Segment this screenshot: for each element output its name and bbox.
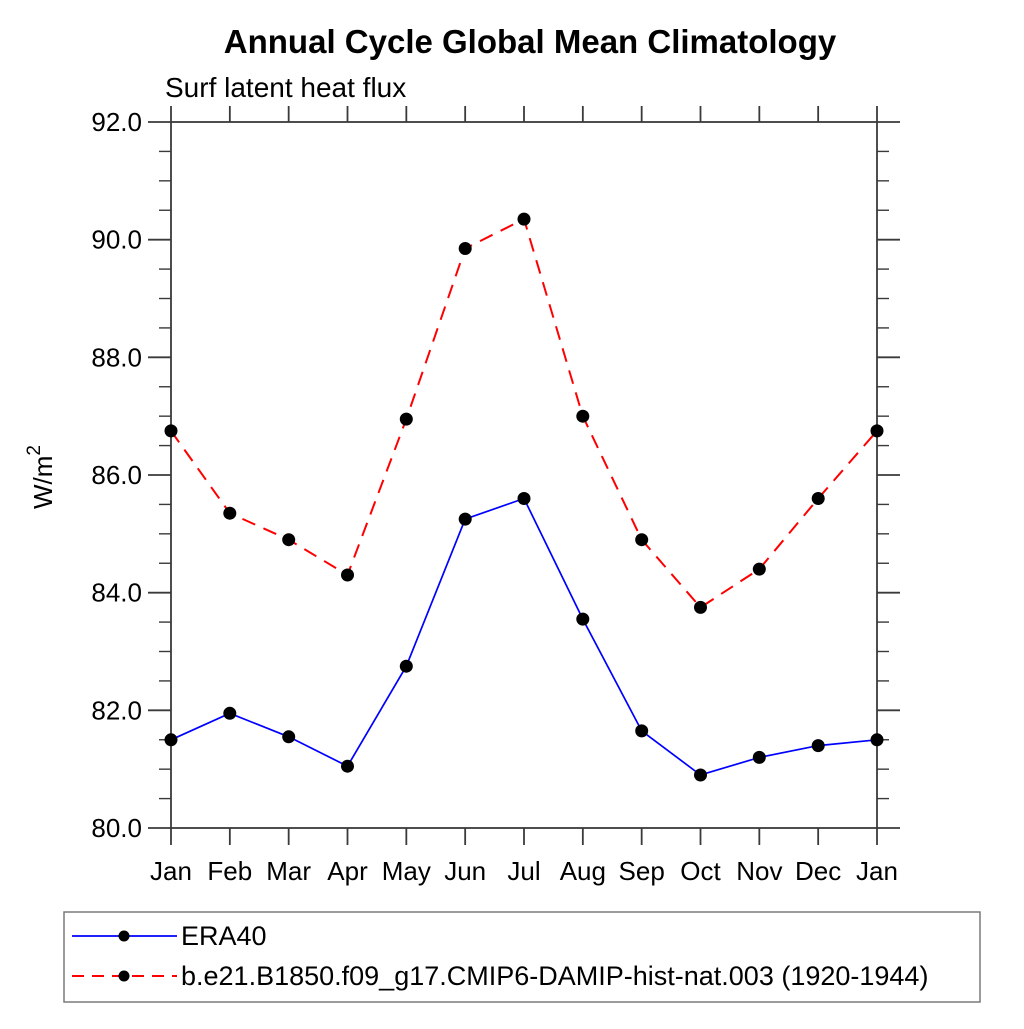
data-point-s0-Jun: [458, 512, 472, 526]
data-point-s0-Nov: [752, 750, 766, 764]
data-point-s1-Apr: [341, 568, 354, 582]
x-tick-label: Sep: [619, 856, 665, 886]
x-tick-label: Jun: [444, 856, 486, 886]
y-axis-label: W/m2: [24, 445, 58, 509]
data-point-s1-Dec: [811, 492, 825, 505]
data-point-s1-Jan: [164, 424, 178, 438]
data-point-s1-Aug: [576, 409, 590, 423]
data-point-s1-Sep: [635, 533, 649, 547]
data-point-s1-May: [399, 412, 413, 426]
x-tick-label: Oct: [680, 856, 721, 886]
data-point-s1-Mar: [282, 533, 296, 547]
data-point-s1-Nov: [752, 562, 766, 576]
data-point-s0-Apr: [341, 759, 354, 773]
y-tick-label: 92.0: [91, 107, 142, 137]
data-point-s1-Jul: [517, 212, 531, 226]
y-tick-label: 84.0: [91, 578, 142, 608]
data-point-s1-Jan: [870, 424, 884, 438]
x-tick-label: Mar: [266, 856, 311, 886]
x-tick-label: Dec: [795, 856, 841, 886]
legend-box: [63, 911, 981, 1003]
legend-marker-0: [118, 930, 130, 942]
x-tick-label: Feb: [207, 856, 252, 886]
data-point-s0-Jul: [517, 492, 531, 505]
x-tick-label: Jul: [507, 856, 540, 886]
x-tick-label: Aug: [560, 856, 606, 886]
data-point-s1-Feb: [223, 506, 237, 520]
y-tick-label: 86.0: [91, 460, 142, 490]
legend-label-0: ERA40: [181, 921, 267, 951]
data-point-s0-Jan: [164, 733, 178, 747]
data-point-s0-Oct: [694, 768, 707, 782]
data-point-s0-Aug: [576, 612, 590, 626]
series-line-1: [170, 217, 878, 609]
y-tick-label: 90.0: [91, 225, 142, 255]
y-tick-label: 88.0: [91, 342, 142, 372]
plot-frame: [170, 121, 878, 829]
y-tick-label: 82.0: [91, 695, 142, 725]
data-point-s0-Jan: [870, 733, 884, 747]
series-line-0: [170, 497, 878, 776]
x-tick-label: May: [382, 856, 431, 886]
legend-label-1: b.e21.B1850.f09_g17.CMIP6-DAMIP-hist-nat…: [181, 961, 928, 991]
legend-layer: ERA40 b.e21.B1850.f09_g17.CMIP6-DAMIP-his…: [63, 911, 981, 1003]
x-tick-label: Jan: [856, 856, 898, 886]
x-tick-label: Jan: [150, 856, 192, 886]
data-point-s1-Oct: [694, 600, 707, 614]
data-point-s0-Feb: [223, 706, 237, 720]
axes-layer: 80.0 82.0 84.0 86.0 88.0 90.0 92.0 Jan Feb Mar Apr…: [91, 106, 900, 886]
data-point-s0-May: [399, 659, 413, 673]
series-layer: [164, 212, 884, 782]
chart-title: Annual Cycle Global Mean Climatology: [224, 23, 837, 60]
chart-subtitle: Surf latent heat flux: [165, 72, 406, 103]
data-point-s1-Jun: [458, 242, 472, 255]
x-tick-label: Apr: [327, 856, 368, 886]
data-point-s0-Sep: [635, 724, 649, 738]
legend-marker-1: [118, 970, 130, 982]
y-tick-label: 80.0: [91, 813, 142, 843]
x-tick-label: Nov: [736, 856, 782, 886]
data-point-s0-Mar: [282, 730, 296, 744]
data-point-s0-Dec: [811, 739, 825, 753]
